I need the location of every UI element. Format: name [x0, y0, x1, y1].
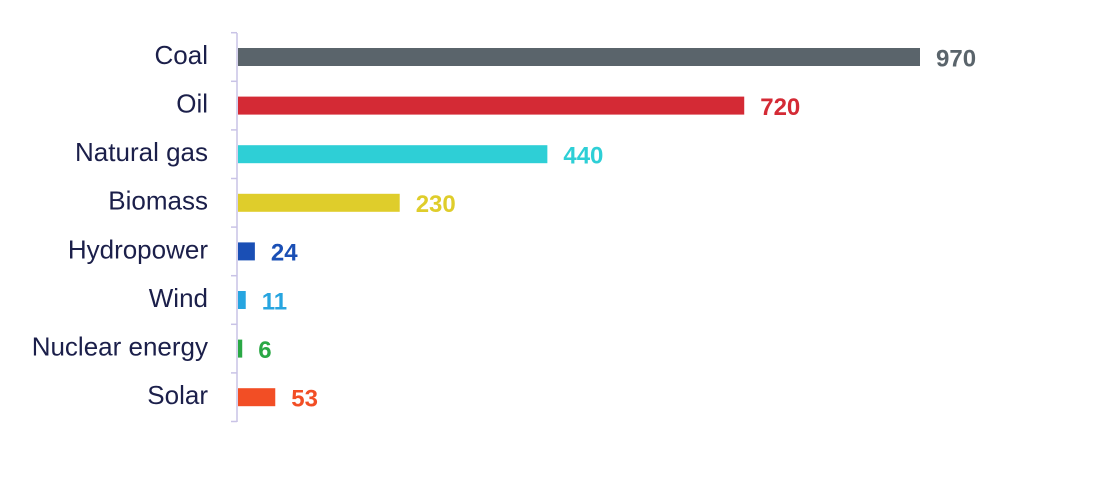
category-label: Coal	[155, 40, 208, 70]
bar-wind	[238, 291, 246, 309]
value-label: 6	[258, 337, 271, 364]
bar-biomass	[238, 193, 400, 212]
value-labels: 970 720 440 230 24 11 6 53	[258, 45, 976, 412]
category-label: Biomass	[108, 186, 208, 216]
category-label: Oil	[176, 88, 208, 118]
bar-solar	[238, 388, 276, 407]
category-label: Nuclear energy	[32, 331, 208, 361]
category-labels: Coal Oil Natural gas Biomass Hydropower Wind N…	[32, 40, 209, 410]
value-label: 720	[760, 94, 800, 121]
value-label: 24	[271, 240, 298, 267]
value-label: 230	[416, 191, 456, 218]
value-label: 53	[291, 386, 318, 413]
value-label: 970	[936, 45, 976, 72]
category-label: Hydropower	[68, 234, 209, 264]
value-label: 11	[262, 288, 287, 315]
bar-nuclear-energy	[238, 339, 243, 358]
category-label: Natural gas	[75, 137, 208, 167]
value-label: 440	[563, 143, 603, 170]
y-axis	[231, 31, 238, 423]
bar-hydropower	[238, 242, 255, 261]
bar-natural-gas	[238, 145, 548, 164]
category-label: Solar	[147, 380, 208, 410]
bar-coal	[238, 48, 920, 66]
category-label: Wind	[149, 283, 208, 313]
bar-oil	[238, 96, 745, 115]
bars-group	[238, 48, 920, 407]
